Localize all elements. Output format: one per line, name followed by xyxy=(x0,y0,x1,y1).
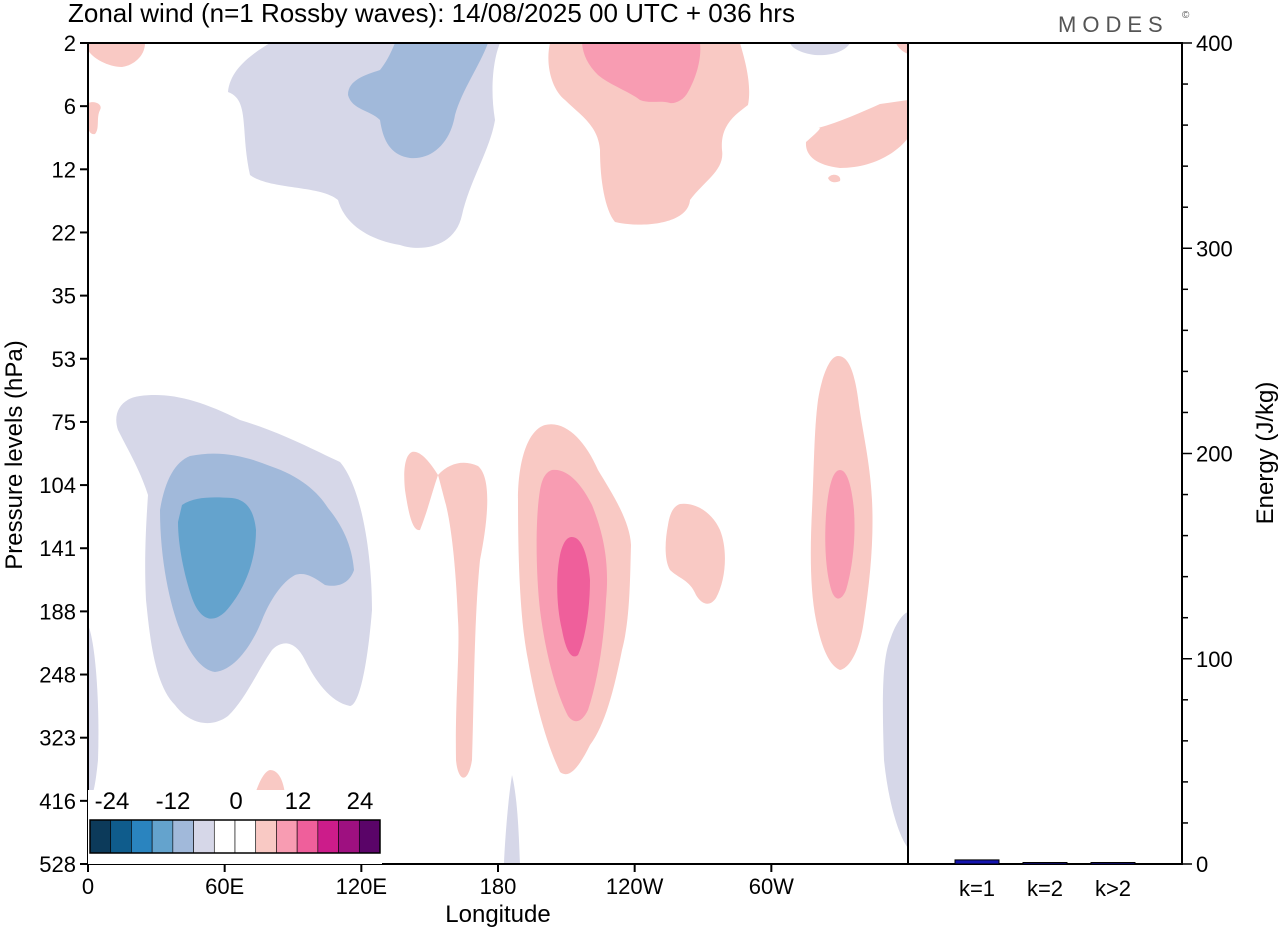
contour-pos-upper-dot xyxy=(828,174,841,183)
y-tick-label: 6 xyxy=(64,94,76,119)
chart-title: Zonal wind (n=1 Rossby waves): 14/08/202… xyxy=(68,0,795,28)
energy-panel: 0 100 200 300 400 k=1 k=2 k>2 Energy (J/kg) xyxy=(907,31,1279,901)
colorbar-swatch xyxy=(296,819,319,854)
energy-y-tick-label: 400 xyxy=(1196,31,1233,56)
energy-panel-frame xyxy=(907,42,1183,865)
contour-pos-upper-left xyxy=(88,43,145,67)
contour-neg-upper-inner xyxy=(348,43,488,159)
x-tick-label: 0 xyxy=(82,874,94,899)
energy-axis-label: Energy (J/kg) xyxy=(1252,382,1279,525)
contour-pos-lower-right-small xyxy=(665,503,725,604)
colorbar-label: 12 xyxy=(285,788,312,815)
x-tick-label: 60W xyxy=(749,874,794,899)
x-tick-label: 60E xyxy=(205,874,244,899)
colorbar-label: 24 xyxy=(347,788,374,815)
colorbar-swatch xyxy=(358,819,381,854)
colorbar-label: 0 xyxy=(229,788,242,815)
energy-y-tick-label: 100 xyxy=(1196,647,1233,672)
y-tick-label: 248 xyxy=(39,663,76,688)
contour-pos-upper-inner xyxy=(582,43,701,104)
energy-bar-2 xyxy=(1022,862,1068,865)
colorbar-label: -24 xyxy=(95,788,130,815)
contour-neg-lower-inner xyxy=(178,497,256,619)
energy-x-label: k>2 xyxy=(1095,876,1131,901)
colorbar-frame xyxy=(89,819,381,854)
y-axis: 2 6 12 22 35 53 75 104 141 188 248 323 416 528 xyxy=(39,31,88,877)
y-axis-label: Pressure levels (hPa) xyxy=(1,340,28,569)
contour-pos-upper-right xyxy=(805,100,908,168)
modes-logo-mark: © xyxy=(1182,10,1190,21)
x-tick-label: 120E xyxy=(336,874,387,899)
x-tick-label: 180 xyxy=(480,874,517,899)
colorbar-swatch xyxy=(317,819,339,854)
energy-y-tick-label: 200 xyxy=(1196,442,1233,467)
contour-neg-lower-right-edge xyxy=(882,612,908,848)
y-tick-label: 75 xyxy=(52,410,76,435)
contour-pos-lower-left-main xyxy=(438,462,488,778)
colorbar-swatch xyxy=(89,819,112,854)
modes-logo: MODES xyxy=(1058,12,1169,37)
energy-y-axis: 0 100 200 300 400 xyxy=(1182,31,1233,877)
energy-y-tick-label: 0 xyxy=(1196,852,1208,877)
energy-x-label: k=1 xyxy=(959,876,995,901)
contour-pos-upper-outer xyxy=(548,43,750,225)
energy-y-tick-label: 300 xyxy=(1196,236,1233,261)
colorbar-swatch xyxy=(255,819,277,854)
x-tick-label: 120W xyxy=(606,874,664,899)
contour-pos-lower-main-inner xyxy=(557,537,590,657)
energy-x-axis: k=1 k=2 k>2 xyxy=(959,876,1131,901)
colorbar-swatch xyxy=(193,819,215,854)
y-tick-label: 35 xyxy=(52,284,76,309)
colorbar-swatch xyxy=(110,819,132,854)
colorbar-swatch xyxy=(276,819,298,854)
x-axis: 0 60E 120E 180 120W 60W xyxy=(82,864,794,899)
y-tick-label: 141 xyxy=(39,536,76,561)
contour-pos-lower-right-inner xyxy=(825,470,855,599)
colorbar-label: -12 xyxy=(156,788,191,815)
colorbar-swatch xyxy=(131,819,153,854)
colorbar-swatch xyxy=(338,819,360,854)
y-tick-label: 416 xyxy=(39,789,76,814)
colorbar-swatch xyxy=(172,819,194,854)
x-axis-label: Longitude xyxy=(445,901,550,928)
y-tick-label: 323 xyxy=(39,726,76,751)
contour-pos-lower-left-lobe xyxy=(404,451,438,531)
y-tick-label: 188 xyxy=(39,599,76,624)
energy-bar-1 xyxy=(954,859,1000,865)
contour-neg-top-right xyxy=(790,43,850,56)
y-tick-label: 22 xyxy=(52,220,76,245)
colorbar-swatch xyxy=(234,819,257,854)
contour-neg-lower-left-edge xyxy=(88,625,99,800)
y-tick-label: 104 xyxy=(39,473,76,498)
contour-plot xyxy=(87,42,909,865)
y-tick-label: 2 xyxy=(64,31,76,56)
colorbar: -24 -12 0 12 24 xyxy=(88,788,382,864)
y-tick-label: 528 xyxy=(39,852,76,877)
y-tick-label: 53 xyxy=(52,347,76,372)
y-tick-label: 12 xyxy=(52,157,76,182)
colorbar-swatch xyxy=(151,819,174,854)
contour-pos-top-right xyxy=(896,43,908,54)
energy-x-label: k=2 xyxy=(1027,876,1063,901)
contour-neg-spike xyxy=(504,775,520,864)
contour-pos-upper-left-2 xyxy=(88,102,101,135)
colorbar-swatch xyxy=(213,819,236,854)
energy-bar-3 xyxy=(1090,862,1136,865)
